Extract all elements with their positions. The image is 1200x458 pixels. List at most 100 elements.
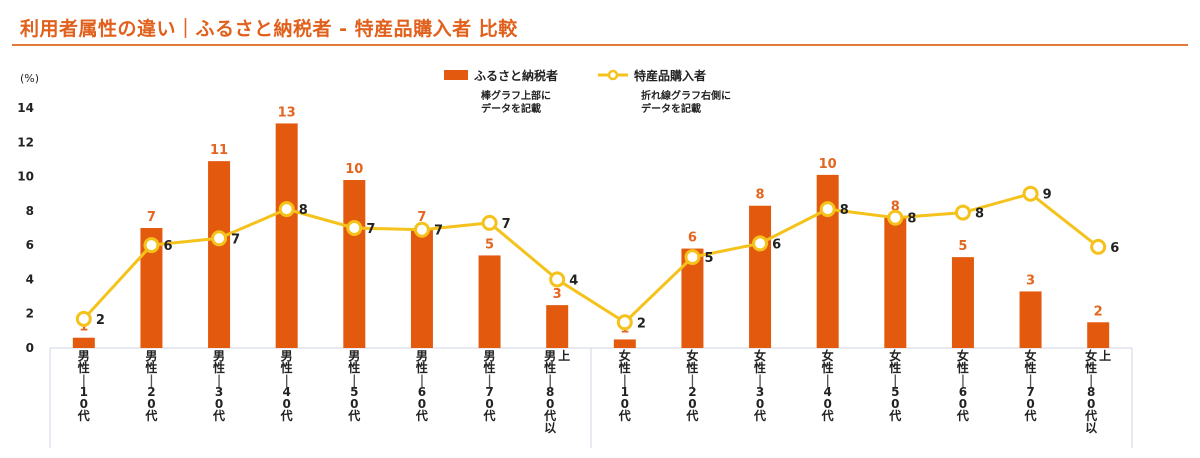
bar-data-label: 3	[1026, 273, 1035, 288]
line-data-label: 6	[772, 237, 781, 252]
category-label: 女性| 4 0 代	[821, 348, 834, 423]
legend-bar-swatch	[444, 70, 468, 80]
category-label: 女性| 2 0 代	[685, 348, 698, 423]
bar-ふるさと納税者	[140, 228, 163, 348]
category-label: 男性| 5 0 代	[347, 349, 360, 423]
legend-line-note: 折れ線グラフ右側にデータを記載	[641, 89, 731, 115]
y-tick-label: 2	[26, 307, 34, 321]
bar-data-label: 3	[553, 287, 562, 302]
category-label: 男性| 8 0 代以	[543, 349, 556, 435]
bar-data-label: 10	[345, 162, 363, 177]
line-data-label: 7	[434, 224, 443, 239]
category-label: 上	[1099, 348, 1111, 363]
line-point-特産品購入者	[278, 201, 295, 218]
category-label: 男性| 3 0 代	[212, 349, 225, 423]
category-label: 男性| 6 0 代	[415, 349, 428, 423]
line-data-label: 8	[975, 207, 984, 222]
bar-ふるさと納税者	[613, 339, 636, 348]
bar-data-labels: 17111310753168108532	[79, 105, 1102, 336]
category-labels: 男性| 1 0 代 男性| 2 0 代 男性| 3 0 代 男性| 4 0 代 男性| 5 0 代 男性| 6 0 代 男性| 7…	[77, 348, 1111, 435]
line-data-label: 9	[1043, 188, 1052, 203]
bar-data-label: 1	[79, 320, 88, 335]
line-point-特産品購入者	[616, 314, 633, 331]
line-point-特産品購入者	[752, 235, 769, 252]
line-data-label: 4	[569, 273, 578, 288]
bar-series	[72, 123, 1110, 348]
bar-ふるさと納税者	[343, 180, 366, 348]
category-label: 女性| 7 0 代	[1024, 348, 1037, 423]
category-label: 男性| 4 0 代	[280, 349, 293, 423]
bar-ふるさと納税者	[1019, 291, 1042, 348]
y-axis-ticks: 0 2 4 6 8 10 12 14	[17, 101, 34, 355]
bar-data-label: 10	[819, 157, 837, 172]
line-point-特産品購入者	[819, 201, 836, 218]
legend-line-label: 特産品購入者	[634, 68, 706, 83]
bar-data-label: 8	[756, 188, 765, 203]
legend: ふるさと納税者 特産品購入者 棒グラフ上部にデータを記載 折れ線グラフ右側にデー…	[444, 68, 731, 115]
line-data-label: 8	[840, 203, 849, 218]
line-point-特産品購入者	[143, 237, 160, 254]
bar-ふるさと納税者	[410, 228, 433, 348]
bar-ふるさと納税者	[681, 248, 704, 348]
bar-data-label: 6	[688, 231, 697, 246]
legend-bar-note: 棒グラフ上部にデータを記載	[481, 89, 551, 115]
line-point-特産品購入者	[1022, 185, 1039, 202]
line-data-label: 7	[502, 217, 511, 232]
category-label: 男性| 2 0 代	[144, 349, 157, 423]
y-tick-label: 8	[26, 204, 34, 218]
bar-data-label: 5	[958, 239, 967, 254]
bar-ふるさと納税者	[749, 205, 772, 348]
bar-data-label: 7	[147, 210, 156, 225]
line-data-label: 5	[704, 251, 713, 266]
category-label: 女性| 8 0 代以	[1084, 348, 1097, 435]
category-label: 男性| 7 0 代	[483, 349, 496, 423]
y-tick-label: 12	[17, 135, 34, 149]
line-point-特産品購入者	[887, 209, 904, 226]
category-label: 女性| 3 0 代	[753, 348, 766, 423]
line-data-label: 8	[907, 212, 916, 227]
line-data-label: 6	[1110, 241, 1119, 256]
line-data-label: 7	[366, 222, 375, 237]
bar-data-label: 11	[210, 143, 228, 158]
legend-bar-label: ふるさと納税者	[474, 68, 558, 83]
line-point-特産品購入者	[413, 221, 430, 238]
bar-ふるさと納税者	[478, 255, 501, 348]
line-point-特産品購入者	[346, 220, 363, 236]
bar-ふるさと納税者	[1087, 322, 1110, 348]
legend-line-marker	[607, 69, 619, 81]
y-tick-label: 4	[26, 272, 34, 286]
bar-ふるさと納税者	[951, 257, 974, 348]
category-label: 女性| 5 0 代	[888, 348, 901, 423]
y-tick-label: 14	[17, 101, 34, 115]
chart-title: 利用者属性の違い｜ふるさと納税者 - 特産品購入者 比較	[20, 18, 518, 40]
line-data-label: 2	[637, 316, 646, 331]
y-tick-label: 6	[26, 238, 34, 252]
line-point-特産品購入者	[211, 230, 228, 247]
bar-ふるさと納税者	[884, 217, 907, 348]
line-series	[75, 185, 1107, 331]
line-point-特産品購入者	[1090, 238, 1107, 255]
line-data-label: 7	[231, 232, 240, 247]
category-label: 男性| 1 0 代	[77, 349, 90, 423]
line-data-label: 6	[163, 239, 172, 254]
y-tick-label: 0	[26, 341, 34, 355]
line-point-特産品購入者	[954, 204, 971, 221]
line-point-特産品購入者	[549, 271, 566, 288]
bar-ふるさと納税者	[275, 123, 298, 348]
bar-ふるさと納税者	[816, 174, 839, 348]
y-tick-label: 10	[17, 170, 34, 184]
line-point-特産品購入者	[684, 249, 701, 266]
bar-data-label: 5	[485, 237, 494, 252]
bar-ふるさと納税者	[546, 305, 569, 348]
line-point-特産品購入者	[75, 310, 92, 327]
line-path-特産品購入者	[82, 192, 1100, 324]
line-data-label: 2	[96, 313, 105, 328]
y-axis-unit: (%)	[20, 72, 39, 85]
line-point-特産品購入者	[481, 214, 498, 231]
bar-data-label: 8	[891, 200, 900, 215]
category-label: 女性| 6 0 代	[956, 348, 969, 423]
line-data-label: 8	[299, 203, 308, 218]
bar-ふるさと納税者	[208, 161, 231, 348]
category-label: 女性| 1 0 代	[618, 348, 631, 423]
